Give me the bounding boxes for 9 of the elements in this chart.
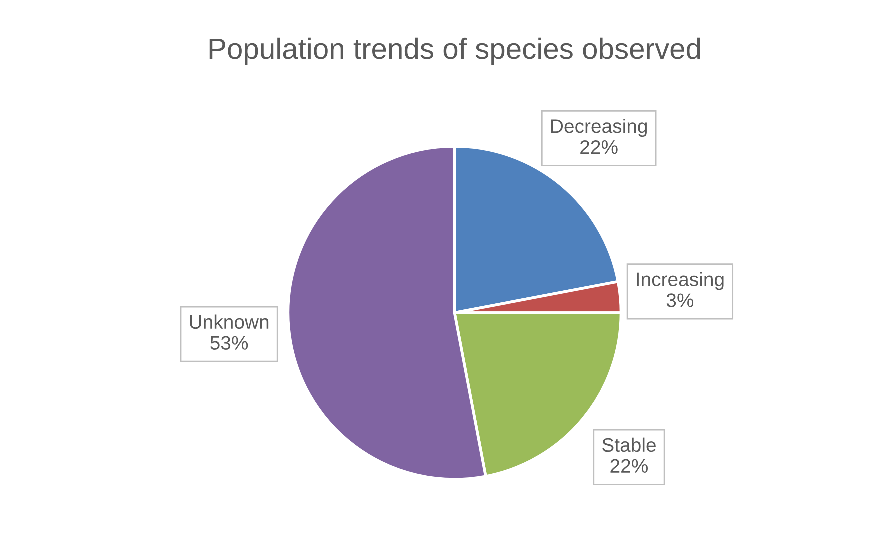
data-label: 3% [666, 294, 694, 308]
slice-label: Decreasing [552, 118, 648, 138]
slice-label: Increasing [637, 272, 724, 290]
slice-label: Unknown [190, 314, 269, 330]
slice-label: Stable [602, 438, 656, 452]
data-label: 22% [580, 140, 618, 154]
data-label: 53% [210, 336, 248, 350]
chart-title: Population trends of species observed [210, 38, 700, 66]
data-label: 22% [610, 459, 648, 473]
